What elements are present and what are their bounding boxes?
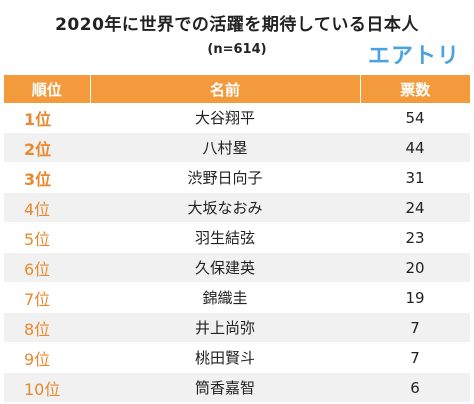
name-cell: 筒香嘉智 xyxy=(90,372,360,403)
votes-cell: 31 xyxy=(360,162,470,193)
table-row: 7位 錦織圭 19 xyxy=(4,282,470,313)
name-cell: 錦織圭 xyxy=(90,282,360,313)
page-title: 2020年に世界での活躍を期待している日本人 xyxy=(55,15,419,35)
rank-cell: 2位 xyxy=(4,132,90,163)
rank-cell: 1位 xyxy=(4,103,90,133)
column-header-rank: 順位 xyxy=(4,75,90,103)
name-cell: 久保建英 xyxy=(90,252,360,283)
rank-cell: 10位 xyxy=(4,372,90,403)
table-row: 5位 羽生結弦 23 xyxy=(4,222,470,253)
votes-cell: 54 xyxy=(360,103,470,133)
rank-cell: 9位 xyxy=(4,342,90,373)
rank-cell: 8位 xyxy=(4,312,90,343)
table-row: 10位 筒香嘉智 6 xyxy=(4,372,470,403)
votes-cell: 7 xyxy=(360,312,470,343)
table-row: 9位 桃田賢斗 7 xyxy=(4,342,470,373)
votes-cell: 7 xyxy=(360,342,470,373)
table-row: 6位 久保建英 20 xyxy=(4,252,470,283)
votes-cell: 6 xyxy=(360,372,470,403)
name-cell: 桃田賢斗 xyxy=(90,342,360,373)
votes-cell: 44 xyxy=(360,132,470,163)
sample-size: (n=614) xyxy=(207,42,267,57)
votes-cell: 20 xyxy=(360,252,470,283)
rank-cell: 6位 xyxy=(4,252,90,283)
table-row: 2位 八村塁 44 xyxy=(4,132,470,163)
votes-cell: 23 xyxy=(360,222,470,253)
column-header-votes: 票数 xyxy=(359,75,470,103)
votes-cell: 24 xyxy=(360,192,470,223)
name-cell: 羽生結弦 xyxy=(90,222,360,253)
name-cell: 渋野日向子 xyxy=(90,162,360,193)
ranking-table: 順位 名前 票数 1位 大谷翔平 54 2位 八村塁 44 3位 渋野日向子 3… xyxy=(4,75,470,403)
rank-cell: 5位 xyxy=(4,222,90,253)
name-cell: 井上尚弥 xyxy=(90,312,360,343)
table-row: 8位 井上尚弥 7 xyxy=(4,312,470,343)
rank-cell: 3位 xyxy=(4,162,90,193)
table-row: 4位 大坂なおみ 24 xyxy=(4,192,470,223)
name-cell: 八村塁 xyxy=(90,132,360,163)
table-header-row: 順位 名前 票数 xyxy=(4,75,470,103)
table-row: 1位 大谷翔平 54 xyxy=(4,103,470,133)
column-header-name: 名前 xyxy=(89,75,360,103)
name-cell: 大坂なおみ xyxy=(90,192,360,223)
rank-cell: 7位 xyxy=(4,282,90,313)
rank-cell: 4位 xyxy=(4,192,90,223)
table-row: 3位 渋野日向子 31 xyxy=(4,162,470,193)
brand-logo: エアトリ xyxy=(367,44,460,69)
name-cell: 大谷翔平 xyxy=(90,103,360,133)
votes-cell: 19 xyxy=(360,282,470,313)
